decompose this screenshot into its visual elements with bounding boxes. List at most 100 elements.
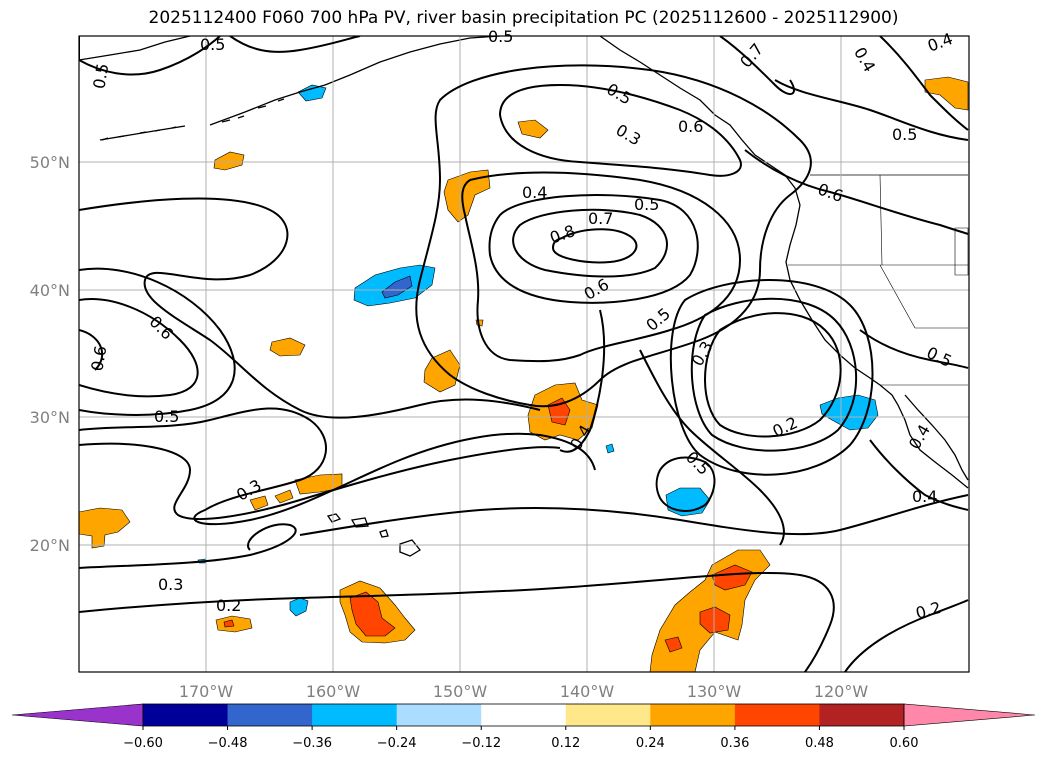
lat-tick-label: 50°N — [30, 153, 70, 172]
precip-positive-patch — [423, 349, 461, 393]
contour-0-7-ne — [719, 36, 795, 95]
contour-label: 0.5 — [154, 407, 179, 426]
precip-positive-patch — [664, 636, 683, 653]
colorbar-cell — [565, 704, 651, 726]
lat-tick-label: 30°N — [30, 408, 70, 427]
colorbar-tick-label: 0.12 — [551, 736, 580, 751]
contour-0-2-south — [79, 571, 835, 672]
map-frame — [78, 35, 970, 673]
coastlines — [79, 36, 969, 557]
precip-positive-patch — [213, 151, 245, 171]
contour-0-5-south-patch — [639, 349, 785, 546]
colorbar-cell — [481, 704, 567, 726]
colorbar-cell — [143, 704, 229, 726]
contour-0-5-west — [79, 267, 236, 416]
precip-positive-patch — [443, 169, 491, 223]
contour-0-7 — [512, 208, 668, 278]
colorbar-cell — [650, 704, 736, 726]
baja-coast — [904, 394, 969, 481]
colorbar-tick-label: −0.24 — [377, 736, 417, 751]
precip-negative-patch — [381, 275, 413, 299]
contour-0-5-ne — [774, 79, 969, 141]
lon-tick-label: 150°W — [433, 682, 488, 701]
us-west-coast — [785, 204, 969, 489]
contour-0-4-east — [869, 439, 969, 511]
precip-positive-patch — [274, 489, 294, 504]
contour-0-6-west — [79, 298, 199, 398]
precip-positive-patch — [699, 606, 731, 634]
lat-axis: 50°N 40°N 30°N 20°N — [30, 153, 70, 555]
precip-positive-patch — [349, 591, 396, 637]
colorbar-tick-label: −0.36 — [292, 736, 332, 751]
colorbar-cell — [396, 704, 482, 726]
contour-0-3-closed — [690, 297, 857, 452]
contour-0-3-north — [498, 83, 742, 177]
contour-0-3-south — [79, 494, 969, 569]
contour-0-6-west2 — [79, 329, 104, 371]
contour-0-5-patch — [655, 456, 716, 512]
contour-label: 0.5 — [634, 195, 659, 214]
contour-0-5-nw — [79, 36, 221, 76]
precip-negative-patch — [297, 84, 327, 102]
contour-0-4-ne — [879, 36, 969, 131]
contour-0-6-coast — [744, 149, 969, 235]
contour-0-5-loop — [669, 279, 874, 476]
precip-positive-patch — [249, 495, 269, 511]
contour-label: 0.6 — [678, 117, 703, 136]
precip-positive-patch — [711, 564, 753, 591]
lat-tick-label: 20°N — [30, 536, 70, 555]
contour-label: 0.4 — [522, 183, 547, 202]
precip-positive-patch — [223, 619, 235, 628]
contour-label: 0.3 — [158, 575, 183, 594]
contour-label: 0.4 — [912, 487, 937, 506]
contour-0-5-band — [79, 197, 541, 419]
contour-label: 0.5 — [892, 125, 917, 144]
precip-positive-patch — [517, 119, 549, 139]
colorbar-extend-high — [903, 703, 1036, 727]
lon-tick-label: 170°W — [179, 682, 234, 701]
colorbar-tick-label: −0.60 — [123, 736, 163, 751]
lon-tick-label: 140°W — [560, 682, 615, 701]
contour-0-2-east — [844, 599, 969, 672]
precip-shading — [79, 76, 969, 672]
contour-label: 0.5 — [200, 35, 225, 54]
colorbar-cell — [227, 704, 313, 726]
aleutian-islands — [101, 98, 285, 141]
lon-axis: 170°W 160°W 150°W 140°W 130°W 120°W — [179, 682, 869, 701]
colorbar-tick-label: 0.48 — [805, 736, 834, 751]
lat-tick-label: 40°N — [30, 281, 70, 300]
contour-0-5-coastal-se — [859, 329, 969, 369]
precip-negative-patch — [605, 443, 615, 454]
colorbar-cell — [734, 704, 820, 726]
bc-coast — [599, 36, 801, 206]
contour-0-5-mid — [415, 64, 812, 408]
pv-contours — [79, 36, 969, 672]
hawaii-islands — [326, 513, 421, 557]
contour-0-4-loop — [559, 309, 606, 453]
colorbar: −0.60 −0.48 −0.36 −0.24 −0.12 0.12 0.24 0.36 0.4… — [11, 703, 1036, 751]
colorbar-tick-label: 0.36 — [720, 736, 749, 751]
colorbar-tick-label: −0.12 — [461, 736, 501, 751]
precip-positive-patch — [79, 507, 131, 549]
colorbar-tick-label: −0.48 — [208, 736, 248, 751]
colorbar-tick-label: 0.24 — [636, 736, 665, 751]
contour-label: 0.6 — [87, 344, 110, 372]
colorbar-cell — [312, 704, 398, 726]
gridlines — [79, 36, 969, 672]
precip-positive-patch — [215, 615, 253, 633]
us-state-borders — [788, 174, 969, 329]
contour-0-2-closed — [704, 312, 842, 438]
colorbar-tick-label: 0.60 — [890, 736, 919, 751]
contour-0-3-band — [79, 442, 561, 520]
colorbar-extend-low — [11, 703, 144, 727]
contour-0-4-outer — [461, 171, 742, 363]
colorbar-cell — [819, 704, 905, 726]
colorbar-frame — [142, 703, 905, 727]
contour-0-5-nw2 — [229, 36, 361, 53]
contour-label: 0.5 — [89, 62, 112, 90]
contour-label: 0.2 — [216, 596, 241, 615]
contour-0-8 — [551, 228, 638, 264]
chart-title: 2025112400 F060 700 hPa PV, river basin … — [148, 8, 899, 28]
lon-tick-label: 130°W — [687, 682, 742, 701]
contour-0-6 — [488, 194, 699, 304]
